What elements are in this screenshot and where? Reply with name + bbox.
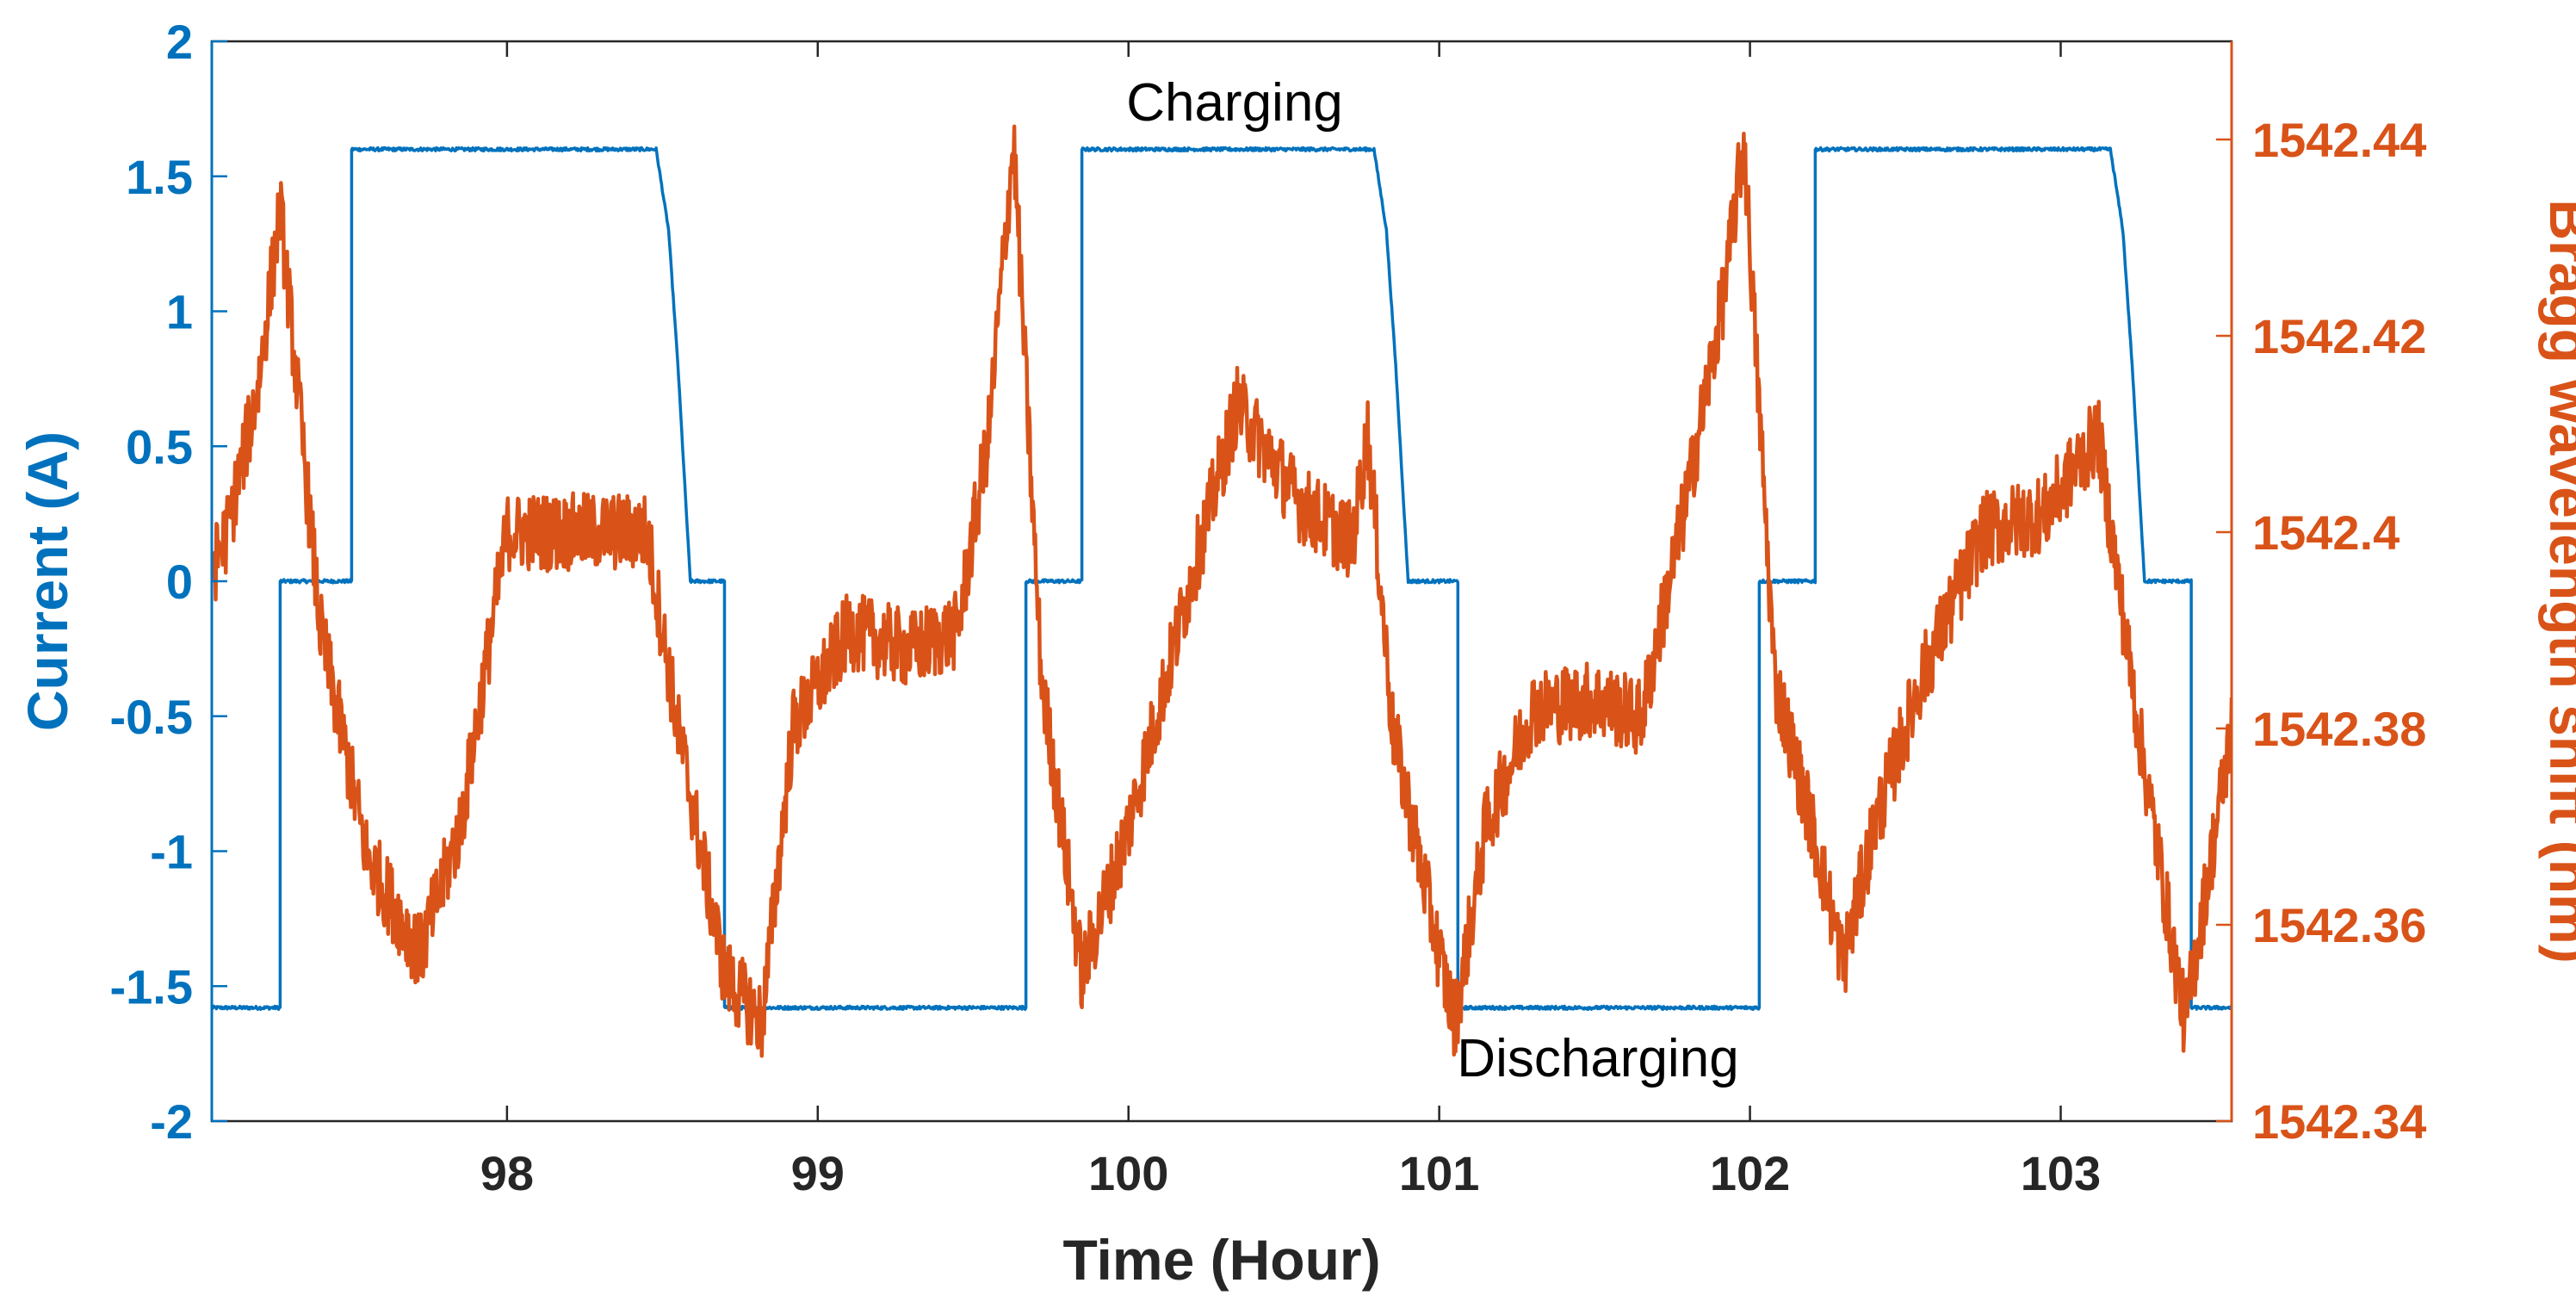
discharging-annotation: Discharging: [1457, 1029, 1738, 1088]
series-line-current: [212, 146, 2232, 1011]
x-tick-label: 103: [2021, 1146, 2101, 1200]
x-tick-label: 98: [480, 1146, 534, 1200]
left-y-tick-label: -2: [150, 1094, 193, 1149]
left-y-tick-label: -1.5: [110, 959, 194, 1013]
left-y-tick-label: 1.5: [126, 150, 193, 204]
left-y-tick-label: -0.5: [110, 690, 194, 744]
left-y-tick-label: -1: [150, 825, 193, 879]
right-y-tick-label: 1542.36: [2252, 898, 2426, 952]
right-y-tick-label: 1542.42: [2252, 309, 2426, 363]
series-layer: [212, 124, 2232, 1058]
right-y-tick-label: 1542.44: [2252, 113, 2426, 167]
x-tick-label: 100: [1088, 1146, 1168, 1200]
right-y-axis-ticks: 1542.44 1542.42 1542.4 1542.38 1542.36 1542.3…: [2216, 113, 2426, 1149]
right-y-tick-label: 1542.34: [2252, 1094, 2426, 1149]
left-y-axis-ticks: 2 1.5 1 0.5 0 -0.5 -1 -1.5 -2: [110, 15, 227, 1149]
series-line-bragg-wavelength-shift: [212, 124, 2232, 1058]
left-y-axis-label: Current (A): [15, 431, 79, 731]
right-y-axis-label: Bragg wavelength shift (nm): [2538, 199, 2576, 963]
x-tick-label: 101: [1399, 1146, 1479, 1200]
plot-area-frame: [210, 40, 2233, 1123]
left-y-tick-label: 1: [166, 285, 193, 339]
charging-annotation: Charging: [1126, 73, 1343, 133]
left-y-tick-label: 0: [166, 555, 193, 609]
x-tick-label: 102: [1710, 1146, 1790, 1200]
left-y-tick-label: 2: [166, 15, 193, 69]
x-tick-label: 99: [791, 1146, 845, 1200]
x-axis-label: Time (Hour): [1062, 1228, 1380, 1292]
right-y-tick-label: 1542.38: [2252, 702, 2426, 756]
right-y-tick-label: 1542.4: [2252, 505, 2400, 560]
left-y-tick-label: 0.5: [126, 419, 193, 474]
x-axis-ticks: 98 99 100 101 102 103: [480, 41, 2101, 1200]
